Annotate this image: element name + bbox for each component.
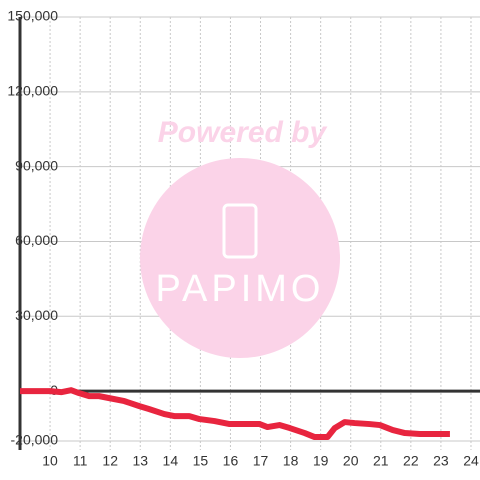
y-tick-label: 30,000 [15, 307, 58, 323]
x-tick-label: 10 [42, 453, 58, 469]
x-tick-label: 12 [102, 453, 118, 469]
y-tick-label: -20,000 [11, 432, 59, 448]
x-tick-label: 15 [193, 453, 209, 469]
x-tick-label: 24 [463, 453, 479, 469]
x-tick-label: 23 [433, 453, 449, 469]
x-tick-label: 21 [373, 453, 389, 469]
x-tick-label: 20 [343, 453, 359, 469]
y-tick-label: 60,000 [15, 232, 58, 248]
watermark-phone [222, 203, 258, 259]
x-tick-label: 14 [163, 453, 179, 469]
watermark: Powered by PAPIMO [140, 116, 340, 358]
x-tick-label: 18 [283, 453, 299, 469]
x-tick-label: 11 [73, 453, 88, 469]
y-tick-label: 90,000 [15, 157, 58, 173]
x-tick-label: 16 [223, 453, 239, 469]
watermark-text: Powered by [158, 116, 328, 149]
data-line [20, 387, 450, 441]
x-tick-label: 22 [403, 453, 419, 469]
y-tick-label: 120,000 [7, 83, 58, 99]
watermark-logo: PAPIMO [156, 268, 325, 310]
x-tick-label: 17 [253, 453, 269, 469]
y-tick-label: 150,000 [7, 8, 58, 24]
x-tick-label: 13 [132, 453, 148, 469]
x-tick-label: 19 [313, 453, 329, 469]
